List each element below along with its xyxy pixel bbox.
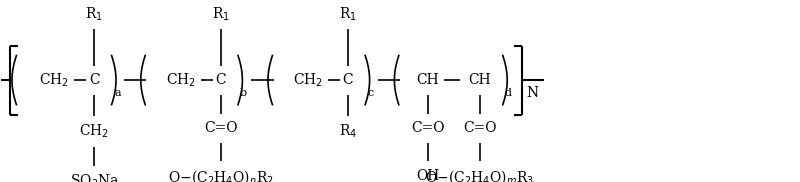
Text: SO$_3$Na: SO$_3$Na [70,172,119,182]
Text: R$_1$: R$_1$ [339,6,357,23]
Text: b: b [240,88,247,98]
Text: R$_1$: R$_1$ [86,6,103,23]
Text: C=O: C=O [411,121,445,135]
Text: C: C [215,73,226,87]
Text: c: c [367,88,374,98]
Text: N: N [526,86,538,100]
Text: O$-$(C$_2$H$_4$O)$_n$R$_2$: O$-$(C$_2$H$_4$O)$_n$R$_2$ [168,169,274,182]
Text: CH: CH [417,73,439,87]
Text: C=O: C=O [463,121,497,135]
Text: OH: OH [416,169,440,182]
Text: C: C [342,73,354,87]
Text: R$_1$: R$_1$ [212,6,230,23]
Text: d: d [505,88,512,98]
Text: CH$_2$: CH$_2$ [39,71,70,89]
Text: CH$_2$: CH$_2$ [166,71,196,89]
Text: C=O: C=O [204,121,238,135]
Text: O$-$(C$_2$H$_4$O)$_m$R$_3$: O$-$(C$_2$H$_4$O)$_m$R$_3$ [426,169,534,182]
Text: CH: CH [469,73,491,87]
Text: CH$_2$: CH$_2$ [293,71,323,89]
Text: C: C [89,73,100,87]
Text: R$_4$: R$_4$ [339,122,357,140]
Text: a: a [114,88,121,98]
Text: CH$_2$: CH$_2$ [79,122,110,140]
